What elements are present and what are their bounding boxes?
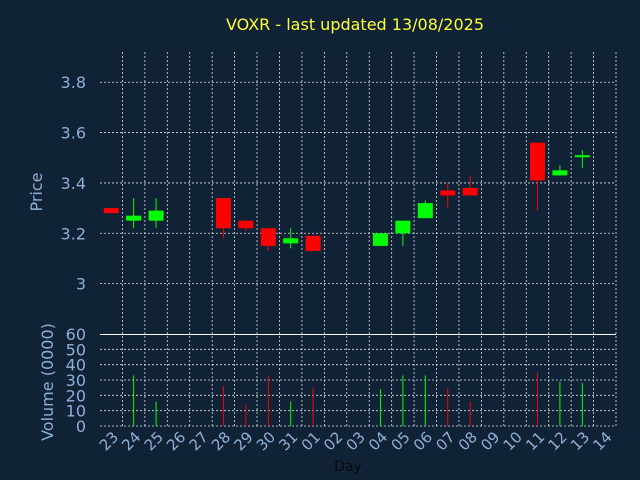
volume-axis-label: Volume (0000) bbox=[38, 323, 57, 441]
chart-title: VOXR - last updated 13/08/2025 bbox=[226, 15, 484, 34]
candle-body bbox=[574, 155, 590, 158]
x-tick-labels: 2324252627282930310102030405060708091011… bbox=[96, 428, 616, 454]
volume-tick-label: 10 bbox=[66, 402, 86, 421]
x-axis-label: Day bbox=[334, 459, 362, 475]
candle-body bbox=[215, 198, 231, 229]
candle-body bbox=[148, 210, 164, 221]
candle-body bbox=[260, 228, 276, 246]
volume-tick-label: 40 bbox=[66, 356, 86, 375]
candle-body bbox=[417, 203, 433, 219]
candle-body bbox=[395, 220, 411, 234]
candle-body bbox=[126, 215, 142, 221]
price-candles bbox=[103, 142, 590, 251]
volume-tick-label: 50 bbox=[66, 340, 86, 359]
candle-body bbox=[462, 187, 478, 196]
volume-bars bbox=[133, 372, 583, 426]
volume-tick-label: 60 bbox=[66, 325, 86, 344]
price-tick-label: 3.6 bbox=[61, 124, 86, 143]
candle-body bbox=[103, 208, 119, 214]
price-tick-label: 3.2 bbox=[61, 224, 86, 243]
grid-lines bbox=[100, 52, 617, 427]
price-tick-label: 3.4 bbox=[61, 174, 86, 193]
price-tick-label: 3.8 bbox=[61, 73, 86, 92]
volume-tick-label: 20 bbox=[66, 386, 86, 405]
volume-tick-label: 0 bbox=[76, 417, 86, 436]
price-tick-label: 3 bbox=[76, 275, 86, 294]
candle-body bbox=[440, 190, 456, 196]
candle-body bbox=[283, 238, 299, 244]
price-axis-label: Price bbox=[27, 172, 46, 211]
candle-body bbox=[552, 170, 568, 176]
candle-body bbox=[372, 233, 388, 246]
candle-body bbox=[529, 142, 545, 181]
candle-body bbox=[238, 220, 254, 229]
volume-tick-label: 30 bbox=[66, 371, 86, 390]
candle-body bbox=[305, 235, 321, 251]
